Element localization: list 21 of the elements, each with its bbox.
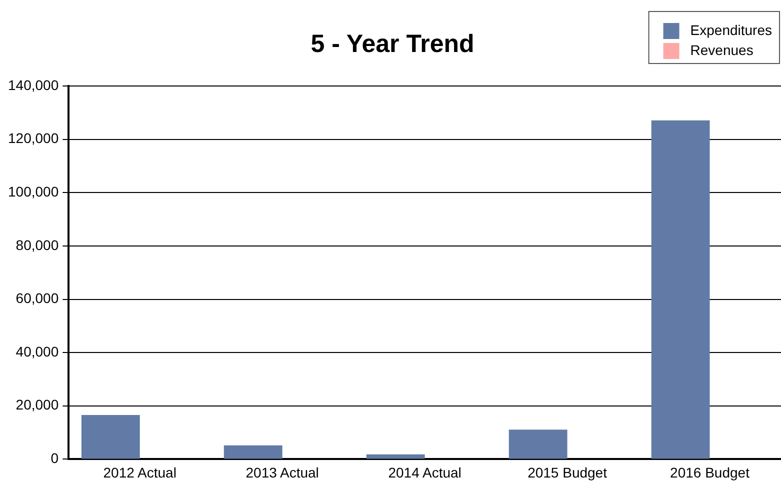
x-tick-label: 2014 Actual <box>388 464 462 480</box>
bar <box>81 414 140 459</box>
y-tick-label: 120,000 <box>8 130 59 146</box>
x-tick-label: 2012 Actual <box>103 464 176 480</box>
y-tick-label: 80,000 <box>16 236 59 253</box>
y-tick-label: 140,000 <box>8 76 59 93</box>
y-tick-label: 40,000 <box>16 343 59 360</box>
bar <box>651 120 710 459</box>
legend-label: Revenues <box>690 42 754 58</box>
bar <box>508 430 568 459</box>
x-tick-label: 2013 Actual <box>246 464 319 480</box>
y-tick-label: 20,000 <box>16 396 59 413</box>
bar <box>366 454 425 459</box>
chart-title: 5 - Year Trend <box>310 30 474 58</box>
bar <box>224 445 282 459</box>
x-tick-label: 2016 Budget <box>670 464 750 480</box>
legend-label: Expenditures <box>690 22 772 38</box>
x-tick-label: 2015 Budget <box>528 464 608 480</box>
y-tick-label: 100,000 <box>8 183 59 200</box>
y-tick-label: 60,000 <box>16 290 59 306</box>
y-tick-label: 0 <box>50 450 59 466</box>
